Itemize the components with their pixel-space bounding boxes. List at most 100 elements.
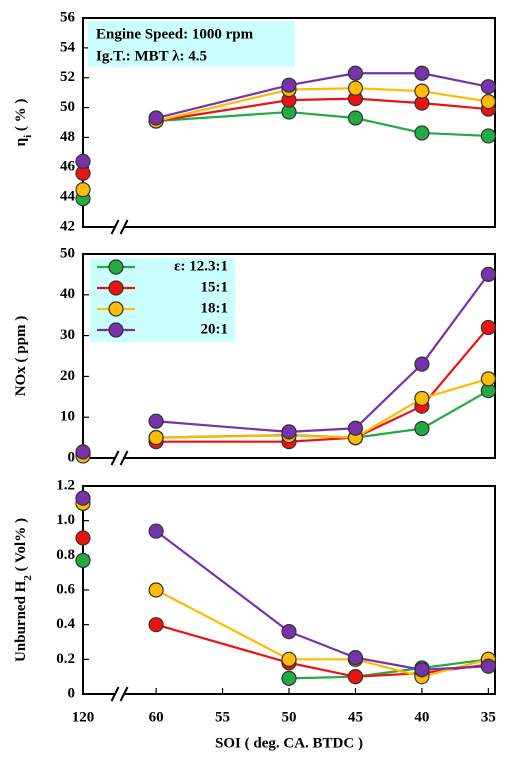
y-axis-label-part: i: [22, 135, 34, 138]
annotation-box: [88, 21, 295, 67]
data-point: [281, 623, 297, 640]
series-line: [155, 623, 290, 664]
data-point: [148, 430, 164, 446]
series-line: [288, 427, 356, 433]
series-line: [355, 116, 423, 135]
data-point: [347, 669, 364, 685]
data-point: [148, 582, 164, 598]
annotation: Ig.T.: MBT λ: 4.5: [96, 48, 207, 64]
series-line: [421, 72, 489, 88]
y-tick-label: 30: [60, 327, 75, 343]
series-line: [355, 656, 423, 671]
axis-break: [119, 450, 129, 466]
y-tick-label: 10: [60, 409, 75, 425]
series-line: [288, 110, 356, 120]
y-axis-label-part: Unburned H: [13, 580, 29, 662]
y-axis-label-part: ( Vol% ): [13, 518, 29, 575]
series-line: [355, 658, 423, 678]
data-point: [480, 371, 496, 387]
data-point: [75, 490, 91, 506]
data-point: [75, 444, 91, 460]
data-point: [75, 530, 91, 546]
data-point: [414, 125, 430, 141]
y-axis-label: ηi ( % ): [13, 99, 33, 147]
data-point: [480, 128, 496, 144]
axis-break: [119, 219, 129, 235]
legend-marker: [108, 322, 124, 338]
series-line: [421, 326, 490, 407]
axis-break: [119, 686, 129, 702]
series-line: [355, 87, 422, 93]
legend-label: ε: 12.3:1: [174, 258, 228, 274]
data-point: [480, 93, 496, 110]
x-tick-label: 45: [348, 709, 363, 725]
series-line: [421, 658, 489, 670]
data-point: [480, 266, 496, 282]
data-point: [148, 413, 164, 429]
series-line: [355, 97, 422, 105]
y-axis-label-part: NOx ( ppm ): [13, 316, 29, 396]
series-line: [354, 405, 423, 439]
data-point: [281, 670, 297, 687]
data-point: [281, 424, 297, 440]
series-line: [156, 420, 290, 433]
series-line: [156, 434, 290, 439]
axis-break-gap: [114, 691, 125, 697]
data-point: [148, 617, 164, 633]
legend-label: 15:1: [201, 279, 229, 295]
x-tick-label: 120: [72, 709, 95, 725]
y-tick-label: 44: [60, 189, 76, 205]
data-point: [75, 153, 91, 169]
y-tick-label: 0: [68, 685, 76, 701]
x-axis-label: SOI ( deg. CA. BTDC ): [215, 735, 363, 751]
series-line: [288, 72, 356, 87]
y-tick-label: 1.2: [56, 477, 75, 493]
x-tick-label: 50: [282, 709, 297, 725]
data-point: [347, 110, 364, 126]
y-axis-label-part: 2: [22, 575, 34, 581]
data-point: [414, 421, 430, 437]
x-tick-label: 40: [414, 709, 429, 725]
y-tick-label: 48: [60, 129, 75, 145]
axis-break: [110, 450, 120, 466]
y-tick-label: 54: [60, 39, 76, 55]
series-line: [288, 97, 356, 102]
data-point: [414, 83, 430, 99]
series-line: [155, 84, 290, 120]
y-tick-label: 56: [60, 9, 76, 25]
series-line: [288, 675, 356, 680]
data-point: [347, 420, 364, 436]
axis-break: [110, 219, 120, 235]
data-point: [480, 319, 496, 336]
plot-frame: [82, 253, 496, 459]
legend-marker: [108, 259, 124, 275]
y-tick-label: 0.4: [56, 616, 75, 632]
data-point: [414, 662, 430, 678]
series-line: [421, 101, 489, 111]
series-line: [288, 434, 356, 439]
series-line: [288, 87, 356, 91]
series-line: [355, 427, 423, 439]
series-line: [421, 273, 490, 365]
series-line: [421, 90, 489, 103]
data-point: [148, 110, 164, 126]
y-tick-label: 0.8: [56, 547, 75, 563]
y-tick-label: 40: [60, 286, 75, 302]
data-point: [414, 390, 430, 407]
y-axis-label-part: ( % ): [13, 99, 29, 135]
data-point: [281, 77, 297, 93]
series-line: [288, 630, 356, 659]
data-point: [414, 356, 430, 372]
legend-label: 18:1: [201, 300, 229, 316]
series-line: [421, 377, 489, 400]
data-point: [347, 80, 364, 96]
y-tick-label: 1.0: [56, 512, 75, 528]
x-tick-label: 35: [481, 709, 496, 725]
y-tick-label: 0: [68, 449, 76, 465]
y-tick-label: 50: [60, 245, 75, 261]
data-point: [148, 523, 164, 539]
series-line: [155, 99, 290, 123]
y-axis-label: Unburned H2 ( Vol% ): [13, 518, 33, 662]
series-line: [288, 661, 356, 678]
